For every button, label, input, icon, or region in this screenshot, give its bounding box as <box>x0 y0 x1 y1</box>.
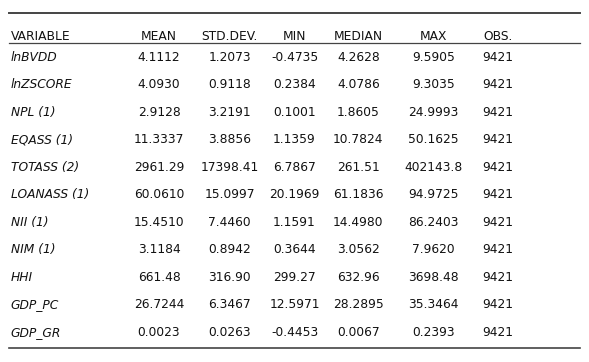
Text: 661.48: 661.48 <box>138 271 180 284</box>
Text: 316.90: 316.90 <box>209 271 251 284</box>
Text: 15.4510: 15.4510 <box>134 216 184 229</box>
Text: 9421: 9421 <box>482 243 513 256</box>
Text: 9421: 9421 <box>482 133 513 146</box>
Text: 7.9620: 7.9620 <box>412 243 455 256</box>
Text: 10.7824: 10.7824 <box>333 133 383 146</box>
Text: 1.8605: 1.8605 <box>337 106 380 119</box>
Text: 35.3464: 35.3464 <box>408 298 459 311</box>
Text: 3.8856: 3.8856 <box>208 133 252 146</box>
Text: 3.0562: 3.0562 <box>337 243 380 256</box>
Text: 0.0067: 0.0067 <box>337 326 380 339</box>
Text: 15.0997: 15.0997 <box>204 188 255 201</box>
Text: MEDIAN: MEDIAN <box>334 30 383 43</box>
Text: 9421: 9421 <box>482 271 513 284</box>
Text: 9421: 9421 <box>482 326 513 339</box>
Text: 20.1969: 20.1969 <box>269 188 320 201</box>
Text: 9.3035: 9.3035 <box>412 78 455 91</box>
Text: 632.96: 632.96 <box>337 271 380 284</box>
Text: NPL (1): NPL (1) <box>11 106 55 119</box>
Text: VARIABLE: VARIABLE <box>11 30 70 43</box>
Text: STD.DEV.: STD.DEV. <box>201 30 258 43</box>
Text: 2.9128: 2.9128 <box>138 106 180 119</box>
Text: GDP_PC: GDP_PC <box>11 298 59 311</box>
Text: 0.2384: 0.2384 <box>273 78 316 91</box>
Text: 0.9118: 0.9118 <box>209 78 251 91</box>
Text: 0.3644: 0.3644 <box>273 243 316 256</box>
Text: NII (1): NII (1) <box>11 216 48 229</box>
Text: MIN: MIN <box>283 30 306 43</box>
Text: 9421: 9421 <box>482 161 513 174</box>
Text: 9421: 9421 <box>482 188 513 201</box>
Text: 28.2895: 28.2895 <box>333 298 384 311</box>
Text: 402143.8: 402143.8 <box>405 161 462 174</box>
Text: 4.0786: 4.0786 <box>337 78 380 91</box>
Text: 0.2393: 0.2393 <box>412 326 455 339</box>
Text: 9.5905: 9.5905 <box>412 51 455 64</box>
Text: lnBVDD: lnBVDD <box>11 51 57 64</box>
Text: lnZSCORE: lnZSCORE <box>11 78 72 91</box>
Text: 17398.41: 17398.41 <box>201 161 259 174</box>
Text: 60.0610: 60.0610 <box>134 188 184 201</box>
Text: 9421: 9421 <box>482 216 513 229</box>
Text: 94.9725: 94.9725 <box>408 188 459 201</box>
Text: 4.0930: 4.0930 <box>138 78 180 91</box>
Text: -0.4453: -0.4453 <box>271 326 318 339</box>
Text: HHI: HHI <box>11 271 33 284</box>
Text: 0.0263: 0.0263 <box>209 326 251 339</box>
Text: MAX: MAX <box>420 30 447 43</box>
Text: 14.4980: 14.4980 <box>333 216 383 229</box>
Text: 86.2403: 86.2403 <box>408 216 459 229</box>
Text: 1.1359: 1.1359 <box>273 133 316 146</box>
Text: 26.7244: 26.7244 <box>134 298 184 311</box>
Text: 61.1836: 61.1836 <box>333 188 383 201</box>
Text: 1.1591: 1.1591 <box>273 216 316 229</box>
Text: 0.8942: 0.8942 <box>209 243 251 256</box>
Text: 4.1112: 4.1112 <box>138 51 180 64</box>
Text: 2961.29: 2961.29 <box>134 161 184 174</box>
Text: TOTASS (2): TOTASS (2) <box>11 161 79 174</box>
Text: NIM (1): NIM (1) <box>11 243 55 256</box>
Text: 3.2191: 3.2191 <box>209 106 251 119</box>
Text: 12.5971: 12.5971 <box>269 298 320 311</box>
Text: 9421: 9421 <box>482 298 513 311</box>
Text: 261.51: 261.51 <box>337 161 380 174</box>
Text: OBS.: OBS. <box>483 30 512 43</box>
Text: 0.0023: 0.0023 <box>138 326 180 339</box>
Text: 6.3467: 6.3467 <box>209 298 251 311</box>
Text: 9421: 9421 <box>482 106 513 119</box>
Text: 1.2073: 1.2073 <box>209 51 251 64</box>
Text: 6.7867: 6.7867 <box>273 161 316 174</box>
Text: EQASS (1): EQASS (1) <box>11 133 72 146</box>
Text: 24.9993: 24.9993 <box>408 106 459 119</box>
Text: 7.4460: 7.4460 <box>209 216 251 229</box>
Text: 4.2628: 4.2628 <box>337 51 380 64</box>
Text: LOANASS (1): LOANASS (1) <box>11 188 89 201</box>
Text: 9421: 9421 <box>482 51 513 64</box>
Text: MEAN: MEAN <box>141 30 177 43</box>
Text: GDP_GR: GDP_GR <box>11 326 61 339</box>
Text: 50.1625: 50.1625 <box>408 133 459 146</box>
Text: 11.3337: 11.3337 <box>134 133 184 146</box>
Text: -0.4735: -0.4735 <box>271 51 318 64</box>
Text: 0.1001: 0.1001 <box>273 106 316 119</box>
Text: 9421: 9421 <box>482 78 513 91</box>
Text: 299.27: 299.27 <box>273 271 316 284</box>
Text: 3698.48: 3698.48 <box>408 271 459 284</box>
Text: 3.1184: 3.1184 <box>138 243 180 256</box>
